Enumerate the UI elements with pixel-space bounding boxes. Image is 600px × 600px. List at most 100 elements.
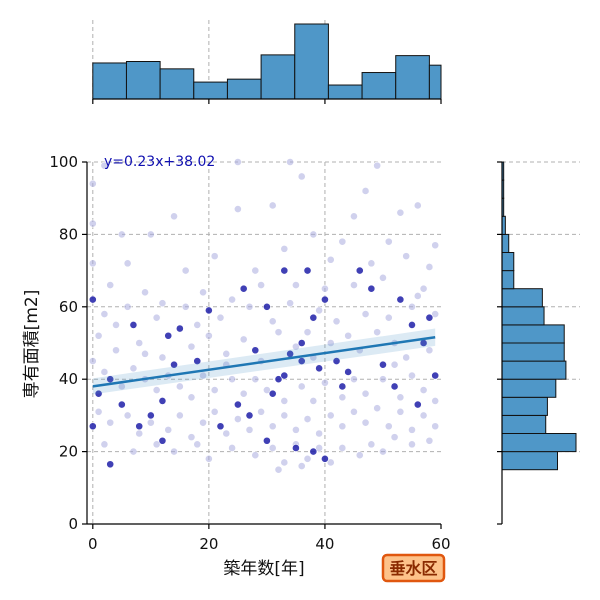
y-tick-label: 40 <box>59 370 78 388</box>
scatter-point <box>100 161 109 170</box>
scatter-point <box>326 255 335 264</box>
scatter-point <box>129 364 138 373</box>
scatter-point <box>181 266 190 275</box>
scatter-point <box>245 411 254 420</box>
scatter-point <box>419 411 428 420</box>
scatter-point <box>274 375 283 384</box>
scatter-point <box>419 386 428 394</box>
scatter-point <box>94 331 103 340</box>
scatter-point <box>315 444 324 452</box>
scatter-point <box>361 310 370 318</box>
scatter-point <box>309 447 318 456</box>
scatter-point <box>268 389 277 398</box>
scatter-point <box>297 382 306 391</box>
scatter-point <box>274 465 283 474</box>
scatter-point <box>373 404 382 413</box>
scatter-point <box>431 241 440 250</box>
scatter-point <box>100 368 109 376</box>
scatter-point <box>129 447 138 456</box>
scatter-point <box>280 244 289 253</box>
scatter-point <box>408 440 416 449</box>
scatter-point <box>431 371 440 380</box>
scatter-point <box>210 386 219 394</box>
scatter-point <box>199 418 207 427</box>
right-hist-bar <box>501 306 545 326</box>
scatter-point <box>332 317 341 326</box>
scatter-point <box>233 158 242 166</box>
scatter-point <box>303 454 312 463</box>
scatter-point <box>88 179 97 188</box>
scatter-point <box>402 252 411 261</box>
scatter-point <box>355 451 364 460</box>
scatter-point <box>187 342 196 351</box>
right-hist-bar <box>501 252 515 272</box>
scatter-point <box>239 335 248 344</box>
scatter-point <box>216 422 225 431</box>
scatter-point <box>228 295 236 304</box>
scatter-point <box>164 331 173 340</box>
right-hist-bar <box>501 360 567 380</box>
scatter-point <box>263 436 271 445</box>
scatter-point <box>321 295 329 304</box>
scatter-point <box>106 281 115 289</box>
scatter-point <box>338 382 347 391</box>
scatter-point <box>257 281 265 289</box>
scatter-point <box>286 158 295 166</box>
scatter-point <box>413 400 422 409</box>
scatter-point <box>280 397 289 405</box>
scatter-point <box>396 208 405 217</box>
scatter-point <box>390 360 399 369</box>
scatter-point <box>263 386 271 394</box>
scatter-point <box>384 313 393 322</box>
scatter-point <box>367 440 376 449</box>
scatter-point <box>233 415 242 423</box>
scatter-point <box>361 389 370 398</box>
right-hist-bar <box>501 378 557 398</box>
scatter-point <box>170 360 178 369</box>
scatter-point <box>338 422 347 431</box>
scatter-point <box>396 393 405 402</box>
right-hist-bar <box>501 270 515 290</box>
top-hist-bar <box>193 81 228 100</box>
scatter-point <box>321 378 329 387</box>
scatter-point <box>373 328 382 337</box>
scatter-point <box>402 353 411 362</box>
scatter-point <box>321 284 329 293</box>
scatter-point <box>152 313 161 322</box>
scatter-point <box>112 346 120 355</box>
scatter-point <box>146 411 155 420</box>
right-hist-bar <box>501 433 577 453</box>
scatter-point <box>379 375 387 384</box>
x-tick-label: 20 <box>199 535 218 553</box>
scatter-point <box>251 451 260 460</box>
scatter-point <box>425 263 434 271</box>
top-hist-bar <box>294 23 329 100</box>
scatter-point <box>292 342 300 351</box>
scatter-point <box>361 418 370 427</box>
scatter-point <box>175 382 184 391</box>
y-tick-label: 0 <box>68 515 78 533</box>
scatter-point <box>326 411 335 420</box>
scatter-point <box>355 266 364 275</box>
scatter-point <box>222 429 231 438</box>
scatter-point <box>315 429 324 438</box>
scatter-point <box>106 418 115 427</box>
scatter-point <box>292 281 300 289</box>
scatter-point <box>141 288 149 297</box>
right-hist-bar <box>501 414 547 434</box>
scatter-point <box>274 328 283 337</box>
scatter-point <box>338 393 347 402</box>
scatter-point <box>152 440 161 449</box>
scatter-point <box>408 425 416 434</box>
scatter-point <box>338 237 347 246</box>
top-hist-bar <box>159 68 195 100</box>
scatter-point <box>286 299 295 308</box>
scatter-point <box>303 415 312 423</box>
regression-equation-label: y=0.23x+38.02 <box>104 154 215 170</box>
scatter-point <box>361 187 370 195</box>
scatter-point <box>228 444 236 452</box>
scatter-point <box>135 422 144 431</box>
scatter-point <box>425 313 434 322</box>
scatter-point <box>373 161 382 170</box>
scatter-point <box>175 324 184 333</box>
